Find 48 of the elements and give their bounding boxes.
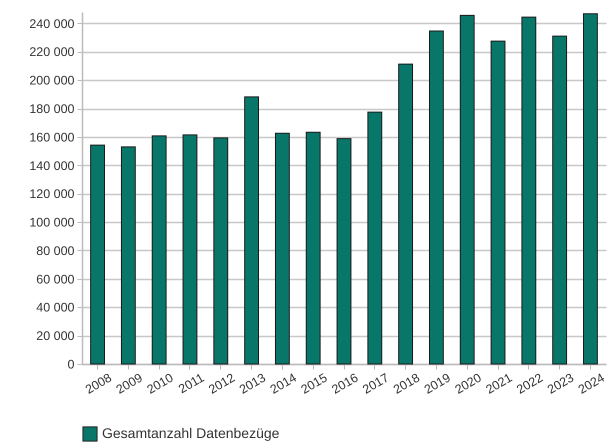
x-tick-label: 2011 xyxy=(176,370,207,396)
y-tick-label: 140 000 xyxy=(29,158,75,173)
bar xyxy=(490,40,506,364)
legend-label: Gesamtanzahl Datenbezüge xyxy=(102,425,280,441)
x-tick-label: 2023 xyxy=(545,370,576,397)
x-tick-label: 2021 xyxy=(483,370,515,397)
y-tick-label: 200 000 xyxy=(29,74,75,88)
bar xyxy=(336,138,352,364)
y-tick-label: 160 000 xyxy=(29,130,75,144)
x-tick-label: 2017 xyxy=(360,370,392,397)
x-tick-label: 2018 xyxy=(391,370,422,397)
bar xyxy=(90,144,105,364)
bar xyxy=(460,14,475,364)
x-tick-label: 2012 xyxy=(206,370,238,397)
bar xyxy=(182,134,198,364)
y-tick-label: 20 000 xyxy=(36,329,75,344)
y-tick-label: 220 000 xyxy=(29,45,75,60)
y-tick-label: 80 000 xyxy=(36,244,75,258)
x-tick-label: 2008 xyxy=(82,370,114,397)
x-tick-label: 2010 xyxy=(144,370,176,397)
y-tick-label: 120 000 xyxy=(29,187,75,202)
bar xyxy=(552,36,568,364)
y-tick-label: 0 xyxy=(68,358,75,372)
bar xyxy=(428,30,444,364)
x-tick-label: 2024 xyxy=(576,370,607,397)
bar xyxy=(583,13,598,364)
bar xyxy=(244,96,260,364)
x-tick-label: 2022 xyxy=(514,370,546,397)
y-tick-label: 180 000 xyxy=(29,102,75,116)
bar xyxy=(521,16,536,364)
bar xyxy=(274,132,290,364)
y-tick-label: 240 000 xyxy=(29,16,75,31)
x-tick-label: 2009 xyxy=(114,370,145,397)
x-tick-label: 2015 xyxy=(298,370,330,397)
x-tick-label: 2020 xyxy=(452,370,484,397)
x-tick-label: 2016 xyxy=(329,370,361,397)
y-tick-label: 60 000 xyxy=(36,272,75,286)
y-tick-label: 100 000 xyxy=(29,216,75,230)
bar xyxy=(306,132,321,364)
y-tick-label: 40 000 xyxy=(36,300,75,315)
bar xyxy=(213,137,228,364)
x-tick-label: 2019 xyxy=(422,370,453,397)
x-tick-label: 2013 xyxy=(236,370,268,397)
bar xyxy=(367,112,382,364)
bar xyxy=(398,64,414,364)
bar xyxy=(152,135,167,364)
bar xyxy=(120,146,136,364)
x-tick-label: 2014 xyxy=(268,370,299,397)
